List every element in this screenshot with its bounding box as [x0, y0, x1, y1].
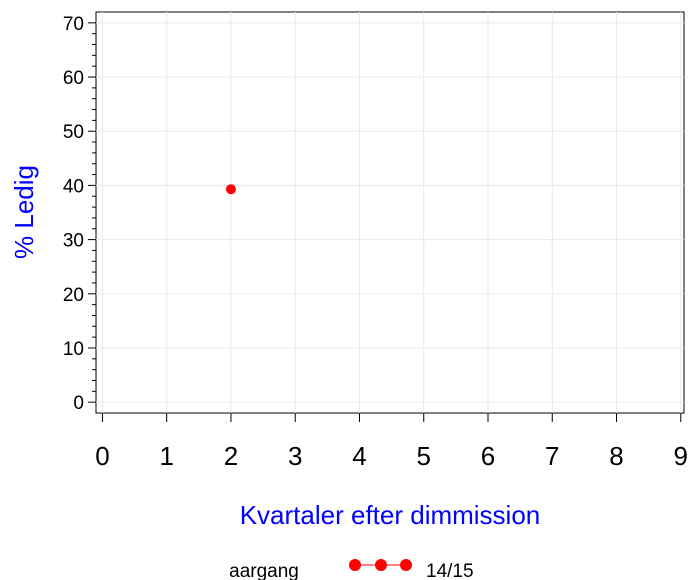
y-axis-title: % Ledig: [9, 165, 39, 259]
data-point: [225, 184, 236, 195]
x-tick-label: 9: [674, 441, 688, 471]
x-tick-label: 1: [159, 441, 173, 471]
x-tick-label: 6: [481, 441, 495, 471]
y-tick-label: 30: [63, 231, 84, 252]
y-tick-label: 0: [73, 393, 84, 414]
legend-series-label: 14/15: [426, 561, 474, 580]
y-tick-label: 60: [63, 68, 84, 89]
legend-marker: [375, 559, 387, 571]
y-tick-label: 40: [63, 176, 84, 197]
x-tick-label: 0: [95, 441, 109, 471]
x-tick-label: 3: [288, 441, 302, 471]
plot-frame: [95, 11, 685, 414]
legend-marker: [349, 559, 361, 571]
y-minor-ticks: [92, 33, 96, 392]
legend-marker: [400, 559, 412, 571]
y-tick-label: 10: [63, 339, 84, 360]
x-axis-title: Kvartaler efter dimmission: [240, 500, 541, 530]
x-tick-label: 8: [609, 441, 623, 471]
legend-title: aargang: [229, 561, 299, 580]
y-tick-label: 70: [63, 14, 84, 35]
x-tick-label: 4: [352, 441, 366, 471]
y-tick-label: 20: [63, 285, 84, 306]
x-tick-label: 2: [224, 441, 238, 471]
series-layer: [225, 184, 236, 195]
y-axis: 0 10 20 30 40 50 60 70: [63, 14, 96, 414]
x-tick-label: 7: [545, 441, 559, 471]
x-tick-label: 5: [417, 441, 431, 471]
x-axis: 0 1 2 3 4 5 6 7 8 9: [95, 413, 688, 471]
legend: aargang 14/15: [229, 559, 474, 580]
y-tick-label: 50: [63, 122, 84, 143]
grid-lines: [96, 12, 684, 413]
